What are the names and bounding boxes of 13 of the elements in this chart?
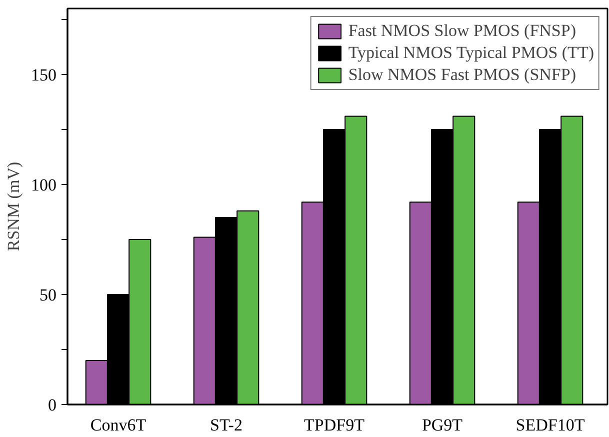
y-tick-label: 150	[31, 66, 56, 84]
y-tick-label: 50	[40, 286, 56, 304]
x-tick-label: PG9T	[422, 416, 464, 434]
x-tick-label: SEDF10T	[516, 416, 586, 434]
legend-label: Typical NMOS Typical PMOS (TT)	[348, 43, 594, 63]
legend-label: Fast NMOS Slow PMOS (FNSP)	[348, 21, 576, 41]
y-tick-label: 0	[48, 396, 56, 414]
x-tick-label: Conv6T	[90, 416, 147, 434]
x-tick-label: ST-2	[210, 416, 242, 434]
legend-label: Slow NMOS Fast PMOS (SNFP)	[348, 65, 576, 85]
y-axis-title: RSNM (mV)	[4, 162, 23, 252]
y-tick-label: 100	[31, 176, 56, 194]
x-tick-label: TPDF9T	[304, 416, 366, 434]
